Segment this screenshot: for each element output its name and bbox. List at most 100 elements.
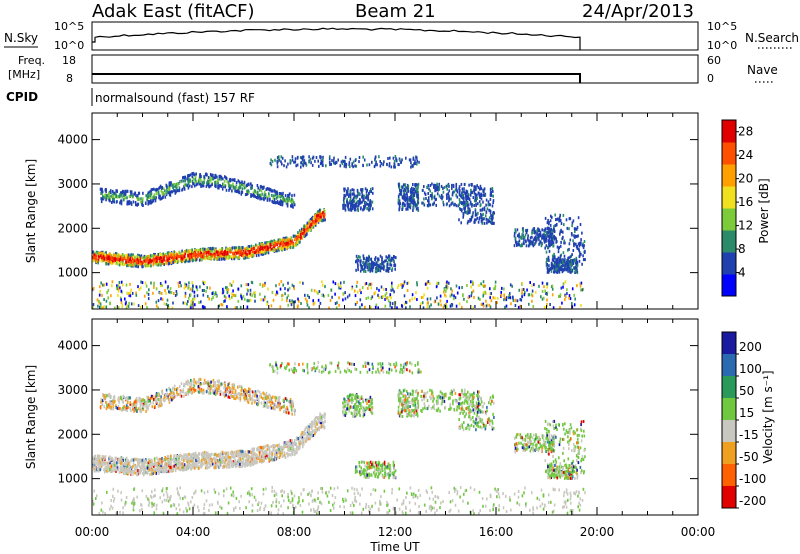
power-colorbar-label: 8	[738, 242, 746, 256]
nsky-panel: N.Sky 10^5 10^0 10^5 10^0 N.Search	[4, 20, 799, 52]
power-cell	[218, 250, 221, 254]
power-cell	[318, 208, 321, 212]
power-cell	[382, 163, 385, 167]
power-cell	[479, 298, 481, 301]
power-cell	[382, 266, 384, 270]
power-cell	[526, 228, 529, 232]
velocity-cell	[167, 469, 170, 473]
power-cell	[384, 293, 387, 297]
power-cell	[294, 238, 296, 242]
power-cell	[342, 203, 344, 207]
power-cell	[456, 195, 459, 199]
power-cell	[390, 263, 393, 267]
power-cell	[426, 204, 429, 207]
power-cell	[509, 296, 512, 300]
power-cell	[464, 203, 466, 207]
power-cell	[119, 286, 121, 290]
power-cell	[505, 304, 508, 308]
power-cell	[260, 189, 263, 193]
power-cell	[388, 254, 391, 258]
power-cell	[504, 297, 506, 301]
power-cell	[403, 302, 406, 306]
power-cell	[274, 201, 277, 205]
power-cell	[167, 306, 170, 310]
power-cell	[117, 257, 119, 261]
power-cell	[342, 206, 344, 210]
power-cell	[359, 201, 362, 205]
power-cell	[264, 241, 266, 245]
power-cell	[292, 234, 295, 238]
power-cell	[231, 189, 233, 193]
power-cell	[558, 295, 560, 298]
power-cell	[557, 262, 559, 266]
power-cell	[380, 266, 383, 270]
power-cell	[241, 246, 244, 250]
power-cell	[309, 218, 312, 221]
power-cell	[379, 266, 382, 269]
power-cell	[369, 258, 371, 262]
power-cell	[220, 175, 223, 179]
velocity-cell	[162, 465, 164, 469]
power-cell	[143, 254, 146, 258]
power-cell	[157, 261, 159, 265]
power-cell	[560, 261, 563, 265]
power-cell	[177, 182, 179, 186]
power-cell	[467, 193, 470, 197]
power-cell	[378, 155, 380, 159]
power-cell	[576, 271, 579, 275]
power-cell	[490, 193, 493, 197]
power-cell	[532, 230, 534, 234]
power-cell	[459, 208, 462, 211]
power-cell	[469, 193, 472, 197]
power-cell	[223, 300, 225, 303]
power-cell	[105, 195, 107, 199]
power-cell	[198, 252, 201, 256]
power-cell	[134, 192, 137, 195]
power-cell	[443, 186, 446, 189]
power-cell	[221, 303, 224, 307]
power-cell	[294, 234, 297, 238]
power-cell	[574, 259, 576, 263]
power-cell	[261, 246, 263, 250]
power-cell	[366, 202, 369, 206]
power-cell	[564, 263, 567, 267]
power-cell	[417, 196, 419, 200]
power-cell	[203, 280, 206, 284]
power-cell	[254, 189, 256, 193]
power-cell	[152, 254, 154, 258]
power-cell	[327, 293, 330, 297]
power-cell	[558, 216, 561, 220]
power-cell	[545, 244, 548, 248]
power-cell	[519, 244, 522, 248]
power-cell	[174, 251, 176, 254]
power-cell	[231, 184, 234, 188]
power-cell	[368, 192, 370, 196]
power-cell	[140, 286, 142, 290]
power-cell	[362, 254, 365, 258]
power-cell	[225, 296, 227, 300]
y-tick-label: 4000	[57, 133, 88, 147]
power-cell	[258, 195, 260, 199]
power-cell	[349, 193, 352, 197]
power-cell	[306, 229, 309, 233]
power-cell	[542, 234, 544, 238]
power-cell	[371, 207, 374, 211]
power-cell	[465, 190, 467, 194]
power-cell	[167, 303, 170, 307]
power-cell	[541, 281, 544, 285]
power-cell	[279, 305, 282, 309]
power-cell	[177, 259, 179, 263]
power-cell	[92, 306, 94, 309]
power-cell	[121, 189, 124, 193]
power-cell	[215, 257, 217, 261]
power-cell	[111, 280, 114, 284]
power-cell	[343, 280, 345, 284]
power-cell	[371, 160, 373, 164]
power-cell	[282, 283, 284, 287]
power-cell	[253, 291, 255, 295]
power-cell	[537, 235, 539, 239]
power-cell	[305, 226, 308, 230]
power-cell	[548, 259, 550, 262]
power-cell	[532, 238, 535, 242]
power-cell	[223, 183, 225, 187]
